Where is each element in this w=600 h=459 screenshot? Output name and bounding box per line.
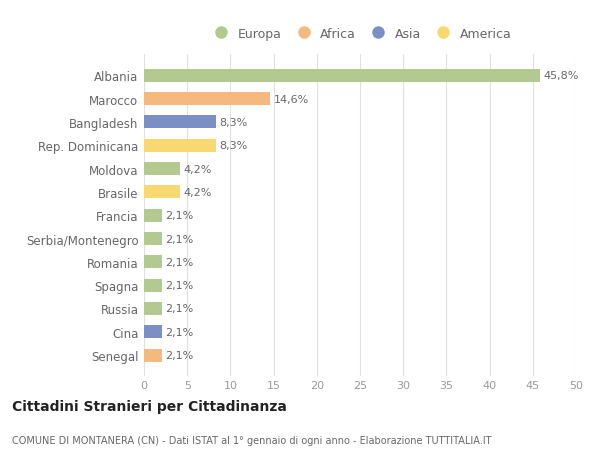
Bar [144, 70, 540, 83]
Bar [144, 349, 162, 362]
Bar [144, 163, 180, 176]
Bar [144, 233, 162, 246]
Text: 4,2%: 4,2% [184, 187, 212, 197]
Bar [144, 209, 162, 222]
Text: 8,3%: 8,3% [219, 141, 247, 151]
Legend: Europa, Africa, Asia, America: Europa, Africa, Asia, America [203, 23, 517, 46]
Bar [144, 326, 162, 338]
Text: 2,1%: 2,1% [166, 257, 194, 267]
Text: 2,1%: 2,1% [166, 280, 194, 291]
Text: 45,8%: 45,8% [543, 71, 578, 81]
Text: 2,1%: 2,1% [166, 211, 194, 221]
Bar [144, 140, 216, 152]
Text: 2,1%: 2,1% [166, 350, 194, 360]
Bar [144, 186, 180, 199]
Bar [144, 116, 216, 129]
Text: COMUNE DI MONTANERA (CN) - Dati ISTAT al 1° gennaio di ogni anno - Elaborazione : COMUNE DI MONTANERA (CN) - Dati ISTAT al… [12, 435, 491, 445]
Text: 2,1%: 2,1% [166, 304, 194, 314]
Bar [144, 279, 162, 292]
Bar [144, 256, 162, 269]
Bar [144, 302, 162, 315]
Text: 14,6%: 14,6% [274, 95, 309, 104]
Text: 2,1%: 2,1% [166, 327, 194, 337]
Text: 8,3%: 8,3% [219, 118, 247, 128]
Bar [144, 93, 270, 106]
Text: 2,1%: 2,1% [166, 234, 194, 244]
Text: 4,2%: 4,2% [184, 164, 212, 174]
Text: Cittadini Stranieri per Cittadinanza: Cittadini Stranieri per Cittadinanza [12, 399, 287, 413]
